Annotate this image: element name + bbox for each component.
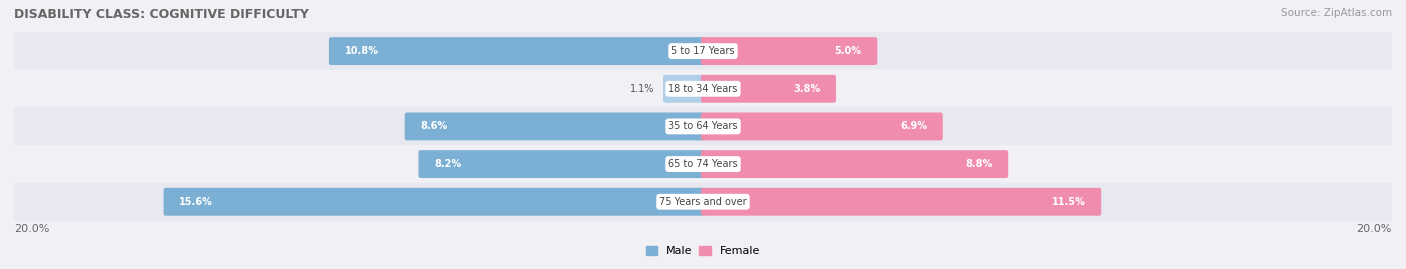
FancyBboxPatch shape xyxy=(14,107,1392,146)
Text: 20.0%: 20.0% xyxy=(14,224,49,234)
Text: 5.0%: 5.0% xyxy=(834,46,862,56)
FancyBboxPatch shape xyxy=(702,150,1008,178)
Text: 11.5%: 11.5% xyxy=(1052,197,1085,207)
Text: 35 to 64 Years: 35 to 64 Years xyxy=(668,121,738,132)
FancyBboxPatch shape xyxy=(664,75,704,103)
Text: 3.8%: 3.8% xyxy=(793,84,820,94)
Text: 8.6%: 8.6% xyxy=(420,121,447,132)
Text: 10.8%: 10.8% xyxy=(344,46,378,56)
FancyBboxPatch shape xyxy=(702,188,1101,216)
FancyBboxPatch shape xyxy=(702,75,837,103)
Text: 65 to 74 Years: 65 to 74 Years xyxy=(668,159,738,169)
FancyBboxPatch shape xyxy=(163,188,704,216)
Text: 20.0%: 20.0% xyxy=(1357,224,1392,234)
FancyBboxPatch shape xyxy=(405,112,704,140)
Text: 75 Years and over: 75 Years and over xyxy=(659,197,747,207)
FancyBboxPatch shape xyxy=(329,37,704,65)
Legend: Male, Female: Male, Female xyxy=(647,246,759,256)
FancyBboxPatch shape xyxy=(702,112,943,140)
FancyBboxPatch shape xyxy=(702,37,877,65)
Text: 1.1%: 1.1% xyxy=(630,84,655,94)
FancyBboxPatch shape xyxy=(14,145,1392,183)
Text: 5 to 17 Years: 5 to 17 Years xyxy=(671,46,735,56)
FancyBboxPatch shape xyxy=(14,70,1392,108)
Text: Source: ZipAtlas.com: Source: ZipAtlas.com xyxy=(1281,8,1392,18)
FancyBboxPatch shape xyxy=(14,183,1392,221)
Text: 15.6%: 15.6% xyxy=(180,197,214,207)
Text: 8.8%: 8.8% xyxy=(965,159,993,169)
FancyBboxPatch shape xyxy=(419,150,704,178)
FancyBboxPatch shape xyxy=(14,32,1392,70)
Text: 18 to 34 Years: 18 to 34 Years xyxy=(668,84,738,94)
Text: 8.2%: 8.2% xyxy=(434,159,461,169)
Text: 6.9%: 6.9% xyxy=(900,121,927,132)
Text: DISABILITY CLASS: COGNITIVE DIFFICULTY: DISABILITY CLASS: COGNITIVE DIFFICULTY xyxy=(14,8,309,21)
